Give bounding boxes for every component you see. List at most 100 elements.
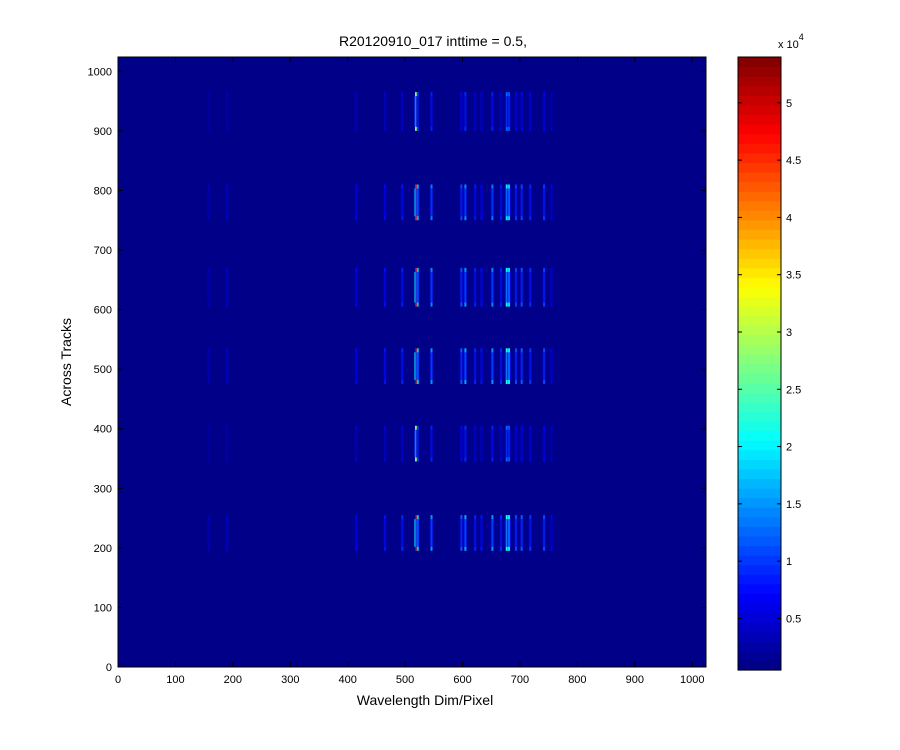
spectral-line-halo xyxy=(499,352,503,381)
colorbar-band xyxy=(738,95,781,106)
spectral-line-halo xyxy=(225,519,230,547)
spectral-line-halo xyxy=(504,96,509,127)
spectral-line-halo xyxy=(507,188,512,217)
spectral-line-halo xyxy=(528,352,533,381)
colorbar-tick-label: 0.5 xyxy=(786,613,801,625)
x-tick-label: 600 xyxy=(453,674,471,686)
spectral-line-halo xyxy=(415,271,420,303)
spectral-line-halo xyxy=(513,429,518,458)
spectral-line-halo xyxy=(400,188,405,217)
y-tick-label: 700 xyxy=(94,245,112,257)
spectral-line-halo xyxy=(542,352,547,381)
spectral-line-halo xyxy=(354,429,359,458)
colorbar-band xyxy=(738,267,781,278)
colorbar-band xyxy=(738,344,781,355)
colorbar-band xyxy=(738,401,781,412)
spectral-line-halo xyxy=(513,96,518,127)
colorbar-band xyxy=(738,593,781,604)
colorbar-band xyxy=(738,497,781,508)
spectral-line-halo xyxy=(490,519,495,547)
spectral-line-halo xyxy=(542,188,547,217)
spectral-line-halo xyxy=(490,429,495,458)
spectral-line-halo xyxy=(549,188,554,217)
spectral-line-halo xyxy=(519,271,524,303)
spectral-line-halo xyxy=(354,96,359,127)
y-tick-label: 900 xyxy=(94,126,112,138)
spectral-line-halo xyxy=(504,429,509,458)
colorbar-band xyxy=(738,258,781,269)
chart-title: R20120910_017 inttime = 0.5, xyxy=(339,33,527,49)
spectral-line-halo xyxy=(400,271,405,303)
spectral-line-halo xyxy=(490,96,495,127)
colorbar-tick-label: 2.5 xyxy=(786,384,801,396)
spectral-line-halo xyxy=(479,271,484,303)
colorbar-band xyxy=(738,162,781,173)
colorbar-band xyxy=(738,200,781,211)
colorbar-band xyxy=(738,171,781,183)
spectral-line-halo xyxy=(479,188,484,217)
colorbar-band xyxy=(738,382,781,393)
x-axis-label: Wavelength Dim/Pixel xyxy=(357,692,493,708)
colorbar-frame xyxy=(737,56,782,671)
spectral-line-halo xyxy=(549,429,554,458)
spectral-line-halo xyxy=(459,429,464,458)
spectral-line-halo xyxy=(415,188,420,217)
spectral-line-halo xyxy=(225,188,230,217)
colorbar-band xyxy=(738,66,781,77)
spectral-line-halo xyxy=(513,352,518,381)
colorbar-band xyxy=(738,478,781,489)
colorbar-band xyxy=(738,296,781,307)
spectral-line-halo xyxy=(383,271,388,303)
y-tick-label: 300 xyxy=(94,483,112,495)
colorbar-band xyxy=(738,555,781,566)
colorbar-band xyxy=(738,286,781,298)
spectral-line-halo xyxy=(479,519,484,547)
spectral-line-halo xyxy=(463,519,468,547)
spectral-line-halo xyxy=(383,188,388,217)
tracks-layer xyxy=(206,92,554,551)
spectral-line-halo xyxy=(415,519,420,547)
colorbar-tick-label: 1 xyxy=(786,556,792,568)
colorbar-band xyxy=(738,363,781,374)
colorbar-band xyxy=(738,124,781,135)
spectral-line-halo xyxy=(542,429,547,458)
colorbar-band xyxy=(738,334,781,345)
colorbar-band xyxy=(738,152,781,163)
colorbar-band xyxy=(738,181,781,192)
spectral-line-halo xyxy=(528,271,533,303)
spectral-line-halo xyxy=(354,271,359,303)
colorbar-tick-label: 2 xyxy=(786,442,792,454)
spectral-line-halo xyxy=(415,352,420,381)
colorbar-band xyxy=(738,449,781,460)
spectral-line-halo xyxy=(499,429,503,458)
colorbar-tick-label: 1.5 xyxy=(786,499,801,511)
colorbar-ticks: 0.5 1 1.5 2 2.5 3 3.5 4 4.5 5 xyxy=(738,98,801,625)
spectral-line-halo xyxy=(459,271,464,303)
x-tick-label: 700 xyxy=(511,674,529,686)
colorbar-band xyxy=(738,430,781,441)
spectral-line-halo xyxy=(519,188,524,217)
colorbar-band xyxy=(738,191,781,202)
colorbar-band xyxy=(738,143,781,154)
y-tick-label: 600 xyxy=(94,305,112,317)
colorbar-band xyxy=(738,612,781,623)
spectral-line-halo xyxy=(513,519,518,547)
y-tick-label: 0 xyxy=(106,662,112,674)
spectral-line-halo xyxy=(429,188,434,217)
colorbar-exponent-base: x 10 xyxy=(778,39,799,51)
spectral-line-halo xyxy=(528,519,533,547)
plot-background xyxy=(118,57,706,667)
colorbar-band xyxy=(738,650,781,662)
spectral-line-halo xyxy=(225,352,230,381)
y-tick-label: 800 xyxy=(94,185,112,197)
spectral-line-halo xyxy=(490,188,495,217)
track-2 xyxy=(206,425,554,462)
colorbar-band xyxy=(738,277,781,288)
spectral-line-halo xyxy=(473,429,478,458)
colorbar-band xyxy=(738,631,781,642)
spectral-line-halo xyxy=(429,352,434,381)
colorbar-exponent-power: 4 xyxy=(799,32,804,42)
colorbar-band xyxy=(738,57,781,68)
spectral-line-halo xyxy=(206,429,211,458)
